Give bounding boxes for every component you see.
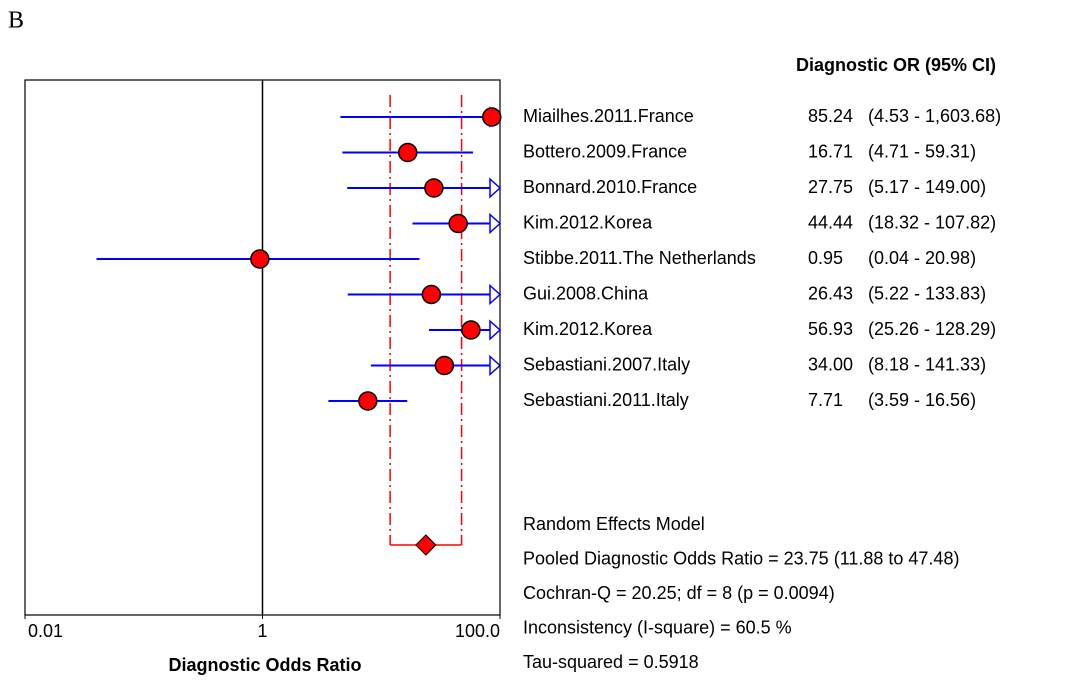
study-or: 27.75 (808, 177, 853, 197)
summary-line: Inconsistency (I-square) = 60.5 % (523, 617, 792, 637)
study-ci: (8.18 - 141.33) (868, 354, 986, 374)
x-tick-label: 0.01 (28, 621, 63, 641)
study-or: 56.93 (808, 319, 853, 339)
summary-line: Cochran-Q = 20.25; df = 8 (p = 0.0094) (523, 583, 835, 603)
point (250, 249, 270, 269)
study-or: 16.71 (808, 141, 853, 161)
study-ci: (3.59 - 16.56) (868, 390, 976, 410)
study-name: Kim.2012.Korea (523, 319, 653, 339)
point (461, 320, 481, 340)
study-name: Miailhes.2011.France (523, 106, 694, 126)
study-or: 34.00 (808, 354, 853, 374)
summary-line: Tau-squared = 0.5918 (523, 652, 699, 672)
ci-arrow (489, 354, 502, 377)
study-name: Kim.2012.Korea (523, 212, 653, 232)
ci-arrow (489, 319, 502, 341)
summary-line: Pooled Diagnostic Odds Ratio = 23.75 (11… (523, 548, 959, 568)
study-or: 7.71 (808, 390, 843, 410)
point (482, 107, 502, 127)
study-ci: (4.53 - 1,603.68) (868, 106, 1001, 126)
pooled-diamond (415, 534, 437, 556)
study-or: 44.44 (808, 212, 853, 232)
ci-arrow (489, 283, 502, 306)
point (434, 355, 455, 376)
study-name: Sebastiani.2011.Italy (523, 390, 689, 410)
point (448, 213, 468, 234)
point (421, 284, 442, 305)
column-header: Diagnostic OR (95% CI) (796, 55, 996, 75)
point (397, 142, 418, 163)
x-tick-label: 1 (257, 621, 267, 641)
study-or: 0.95 (808, 248, 843, 268)
point (424, 178, 444, 198)
study-ci: (4.71 - 59.31) (868, 141, 976, 161)
study-or: 26.43 (808, 283, 853, 303)
study-name: Bonnard.2010.France (523, 177, 697, 197)
study-ci: (5.17 - 149.00) (868, 177, 986, 197)
study-ci: (25.26 - 128.29) (868, 319, 996, 339)
summary-line: Random Effects Model (523, 514, 705, 534)
ci-arrow (489, 212, 502, 235)
study-name: Gui.2008.China (523, 283, 649, 303)
study-or: 85.24 (808, 106, 853, 126)
study-ci: (18.32 - 107.82) (868, 212, 996, 232)
study-name: Bottero.2009.France (523, 141, 687, 161)
ci-arrow (489, 177, 502, 199)
study-name: Sebastiani.2007.Italy (523, 354, 690, 374)
study-ci: (5.22 - 133.83) (868, 283, 986, 303)
study-ci: (0.04 - 20.98) (868, 248, 976, 268)
x-tick-label: 100.0 (455, 621, 500, 641)
study-name: Stibbe.2011.The Netherlands (523, 248, 756, 268)
x-axis-label: Diagnostic Odds Ratio (168, 655, 361, 675)
point (358, 391, 378, 411)
panel-label: B (8, 8, 24, 34)
